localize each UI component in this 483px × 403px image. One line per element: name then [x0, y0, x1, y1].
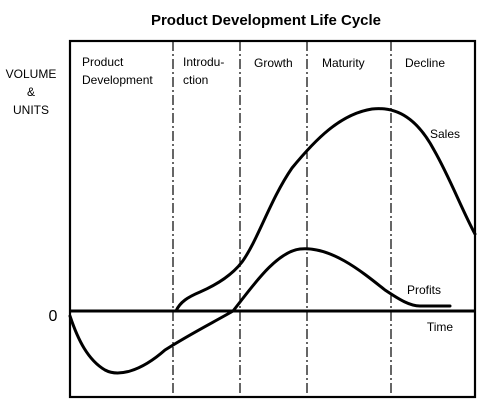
y-axis-label-line3: UNITS [13, 103, 49, 117]
stage-label-maturity: Maturity [322, 56, 365, 70]
zero-label: 0 [49, 308, 58, 325]
profits-label: Profits [407, 283, 441, 297]
sales-label: Sales [430, 127, 460, 141]
stage-label-decline: Decline [405, 56, 445, 70]
sales-curve [174, 107, 477, 313]
diagram-frame [68, 39, 477, 399]
y-axis-label-line1: VOLUME [6, 67, 57, 81]
stage-label-introduction-line2: ction [183, 73, 208, 87]
profits-curve [68, 247, 452, 375]
stage-label-product-development-line1: Product [82, 55, 124, 69]
x-axis-label: Time [427, 320, 454, 334]
diagram-title: Product Development Life Cycle [151, 12, 381, 29]
y-axis-label-line2: & [27, 85, 35, 99]
stage-label-product-development-line2: Development [82, 73, 153, 87]
stage-label-growth: Growth [254, 56, 293, 70]
stage-label-introduction-line1: Introdu- [183, 55, 224, 69]
